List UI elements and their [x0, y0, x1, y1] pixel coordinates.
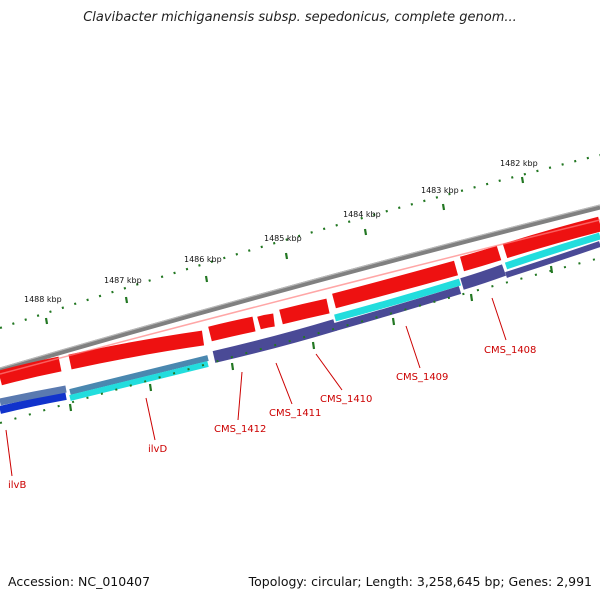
gene-arrow	[257, 313, 275, 330]
leader-CMS_1409	[405, 325, 421, 369]
cyan-track	[334, 278, 462, 322]
gene-label[interactable]: CMS_1408	[484, 345, 536, 356]
leader-CMS_1411	[275, 362, 293, 405]
blue-track	[0, 385, 67, 406]
kbp-major-tick	[284, 252, 289, 260]
kbp-labels: 1488 kbp 1487 kbp 1486 kbp 1485 kbp 1484…	[24, 159, 538, 304]
accession-text: Accession: NC_010407	[8, 574, 151, 589]
gene-label[interactable]: CMS_1409	[396, 372, 448, 383]
cyan-track	[504, 232, 600, 270]
feature-tracks	[0, 232, 600, 414]
kbp-major-tick	[124, 296, 129, 304]
purple-track	[460, 264, 507, 290]
leader-ilvB	[5, 429, 13, 477]
kbp-label: 1482 kbp	[500, 159, 538, 168]
blue-track	[0, 392, 67, 414]
gene-label[interactable]: CMS_1411	[269, 408, 321, 419]
purple-track	[212, 319, 337, 363]
kbp-label: 1488 kbp	[24, 295, 62, 304]
gene-arrow	[208, 316, 256, 342]
kbp-major-tick	[520, 176, 525, 184]
gene-arrow	[68, 330, 205, 370]
purple-track	[333, 286, 462, 331]
kbp-label: 1485 kbp	[264, 234, 302, 243]
leader-CMS_1410	[315, 353, 343, 391]
gene-label[interactable]: ilvD	[148, 444, 167, 455]
gene-label[interactable]: CMS_1412	[214, 424, 266, 435]
purple-track	[505, 241, 600, 278]
kbp-label: 1484 kbp	[343, 210, 381, 219]
kbp-major-tick	[363, 228, 368, 236]
genome-backbone	[0, 204, 600, 373]
kbp-label: 1486 kbp	[184, 255, 222, 264]
gene-arrow	[279, 298, 330, 325]
genome-summary-text: Topology: circular; Length: 3,258,645 bp…	[248, 574, 592, 589]
leader-CMS_1412	[237, 371, 243, 421]
cds-track	[0, 216, 600, 386]
gene-arrow	[0, 356, 62, 386]
gene-label[interactable]: ilvB	[8, 480, 26, 491]
kbp-ruler	[0, 153, 600, 330]
leader-CMS_1408	[491, 297, 507, 341]
genome-title: Clavibacter michiganensis subsp. sepedon…	[83, 10, 517, 25]
kbp-label: 1483 kbp	[421, 186, 459, 195]
leader-ilvD	[145, 397, 156, 441]
kbp-major-tick	[441, 203, 446, 211]
gene-labels: ilvB ilvD CMS_1412 CMS_1411 CMS_1410 CMS…	[8, 345, 536, 491]
gene-arrow	[459, 245, 502, 272]
inner-tick-ruler	[0, 257, 600, 424]
label-leaders	[5, 297, 507, 477]
kbp-major-tick	[44, 317, 49, 325]
gene-label[interactable]: CMS_1410	[320, 394, 372, 405]
steelblue-track	[69, 355, 209, 395]
kbp-label: 1487 kbp	[104, 276, 142, 285]
cyan-track	[69, 361, 209, 401]
gene-arrow	[502, 216, 600, 259]
gene-arrow	[332, 260, 459, 309]
kbp-major-tick	[204, 275, 209, 283]
